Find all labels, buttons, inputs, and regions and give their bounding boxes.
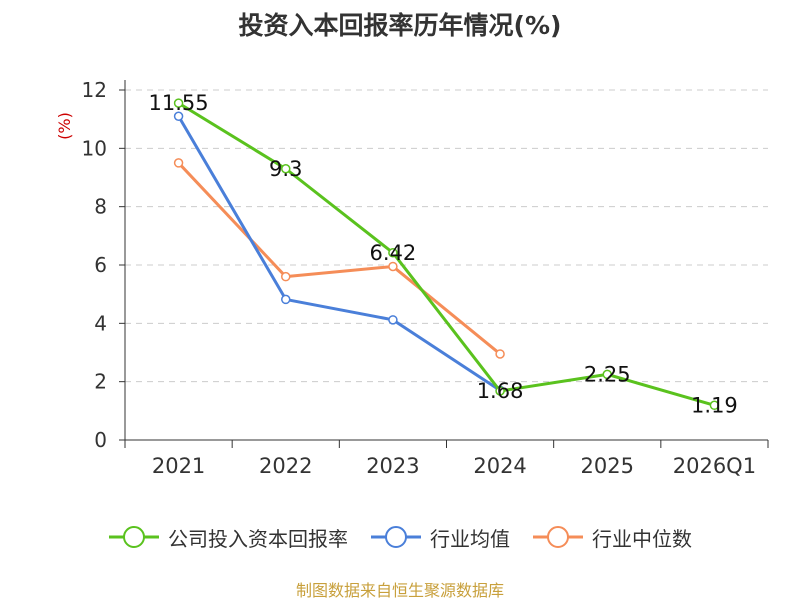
x-tick-label: 2025 [581,454,634,478]
data-label: 2.25 [584,362,631,386]
data-label: 1.19 [691,393,738,417]
axes: 0 2 4 6 8 10 12 2021 2022 2023 2024 2025 2026Q1 [82,78,769,478]
x-tick-label: 2023 [366,454,419,478]
legend: 公司投入资本回报率 行业均值 行业中位数 [0,517,800,557]
legend-label: 公司投入资本回报率 [168,526,348,551]
data-labels: 11.55 9.3 6.42 1.68 2.25 1.19 [149,91,738,417]
y-tick-label: 10 [82,136,107,160]
legend-label: 行业均值 [430,526,510,551]
data-label: 11.55 [149,91,209,115]
data-point[interactable] [281,294,291,305]
y-tick-label: 8 [94,195,107,219]
y-tick-label: 4 [94,311,107,335]
y-tick-label: 0 [94,428,107,452]
x-tick-label: 2021 [152,454,205,478]
source-note: 制图数据来自恒生聚源数据库 [295,581,504,600]
legend-symbol-icon [371,526,421,548]
y-tick-label: 6 [94,253,107,277]
data-point[interactable] [281,164,291,174]
data-point[interactable] [495,349,505,359]
data-point[interactable] [173,111,184,121]
gridlines [125,89,768,383]
y-axis-label: (%) [55,112,74,140]
legend-item[interactable]: 行业中位数 [532,523,692,552]
legend-symbol-icon [109,526,159,548]
x-tick-label: 2026Q1 [673,454,756,478]
data-point[interactable] [388,261,398,272]
series-line [177,115,501,392]
data-point[interactable] [173,98,184,108]
data-point[interactable] [709,400,720,411]
data-label: 6.42 [370,241,417,265]
data-point[interactable] [388,315,398,325]
data-point[interactable] [602,369,612,380]
series-line [177,101,715,407]
data-point[interactable] [388,248,398,258]
x-tick-label: 2022 [259,454,312,478]
series [173,98,720,411]
data-point[interactable] [281,271,291,282]
data-label: 1.68 [477,379,524,403]
series-line [177,161,502,356]
legend-item[interactable]: 公司投入资本回报率 [108,523,348,552]
y-tick-label: 12 [82,78,107,102]
data-point[interactable] [173,158,184,168]
legend-symbol-icon [533,526,583,548]
data-label: 9.3 [269,157,302,181]
y-tick-label: 2 [94,370,107,394]
chart-title: 投资入本回报率历年情况(%) [238,11,562,40]
x-tick-label: 2024 [473,454,526,478]
legend-item[interactable]: 行业均值 [370,523,510,552]
data-point[interactable] [495,386,505,396]
legend-label: 行业中位数 [592,526,692,551]
